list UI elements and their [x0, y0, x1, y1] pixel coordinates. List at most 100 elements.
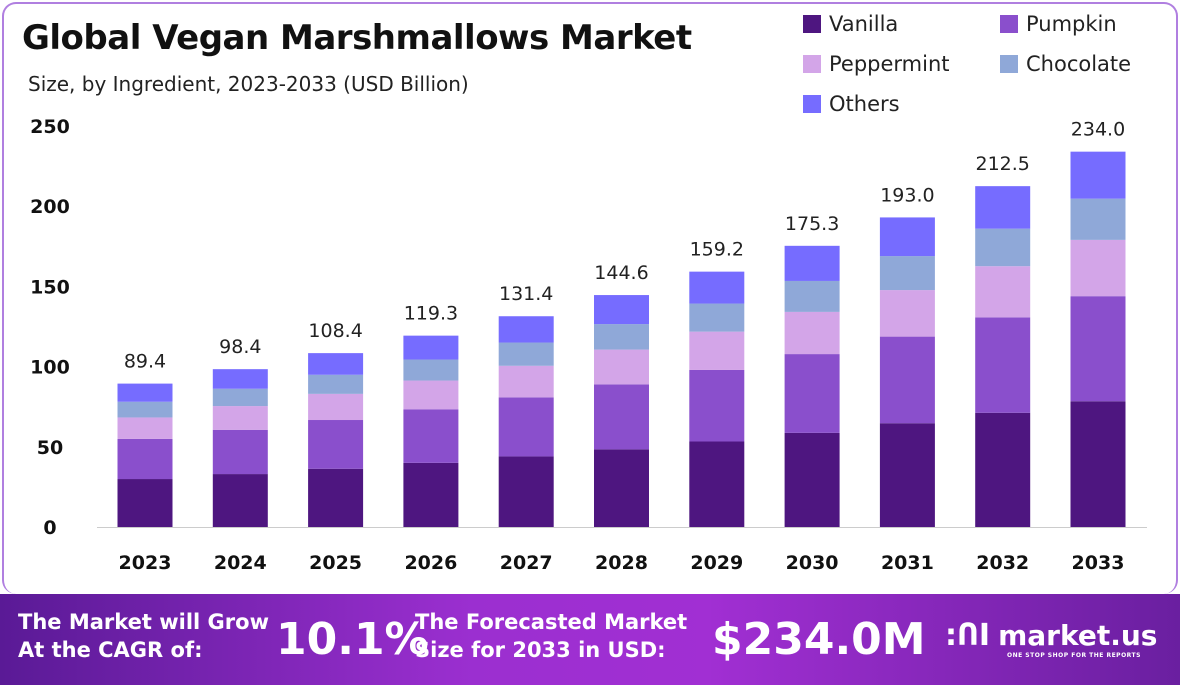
bar-segment-chocolate-2033 — [1070, 198, 1126, 240]
chart-frame — [2, 2, 1178, 594]
legend-swatch — [803, 55, 821, 73]
data-label-total: 131.4 — [499, 283, 553, 305]
bar-segment-pumpkin-2026 — [403, 409, 459, 463]
data-label-total: 119.3 — [404, 303, 458, 325]
y-tick-label: 50 — [37, 437, 63, 459]
x-tick-label: 2024 — [214, 552, 267, 574]
x-tick-label: 2028 — [595, 552, 648, 574]
x-tick-label: 2025 — [309, 552, 362, 574]
data-label-total: 234.0 — [1071, 119, 1125, 141]
bar-segment-peppermint-2026 — [403, 380, 459, 410]
bar-segment-vanilla-2032 — [975, 412, 1031, 527]
bar-segment-peppermint-2025 — [308, 393, 364, 421]
bar-segment-others-2033 — [1070, 151, 1126, 199]
cagr-label-line2: At the CAGR of: — [18, 638, 203, 662]
data-label-total: 108.4 — [308, 320, 362, 342]
legend-label: Others — [829, 92, 900, 116]
bar-segment-others-2027 — [498, 316, 554, 343]
bar-segment-others-2032 — [975, 186, 1031, 229]
bar-segment-vanilla-2029 — [689, 441, 745, 527]
bar-segment-chocolate-2026 — [403, 359, 459, 381]
data-label-total: 193.0 — [880, 184, 934, 206]
x-tick-label: 2029 — [690, 552, 743, 574]
chart-plot: 0 50 100 150 200 250 89.4 2023 98.4 2024 108.4 2025… — [30, 116, 1147, 574]
bar-segment-vanilla-2025 — [308, 468, 364, 527]
bar-segment-others-2028 — [594, 295, 649, 325]
x-tick-label: 2027 — [500, 552, 553, 574]
y-tick-label: 0 — [43, 517, 56, 539]
cagr-label: The Market will Grow At the CAGR of: — [18, 608, 269, 664]
data-label-total: 212.5 — [975, 153, 1029, 175]
bar-segment-chocolate-2025 — [308, 374, 364, 394]
legend-item-vanilla: Vanilla — [803, 12, 898, 36]
data-label-total: 98.4 — [219, 336, 261, 358]
bar-segment-vanilla-2028 — [594, 449, 649, 527]
legend-swatch — [803, 95, 821, 113]
bar-segment-vanilla-2027 — [498, 456, 554, 527]
bar-segment-peppermint-2031 — [879, 290, 935, 337]
bar-segment-pumpkin-2028 — [594, 384, 649, 450]
x-tick-label: 2031 — [881, 552, 934, 574]
bar-segment-peppermint-2029 — [689, 331, 745, 370]
brand-tagline: ONE STOP SHOP FOR THE REPORTS — [1007, 652, 1141, 659]
cagr-value: 10.1% — [276, 614, 429, 665]
legend-swatch — [1000, 55, 1018, 73]
bar-segment-chocolate-2030 — [784, 280, 840, 312]
legend-label: Pumpkin — [1026, 12, 1117, 36]
data-label-total: 175.3 — [785, 213, 839, 235]
x-tick-label: 2033 — [1072, 552, 1125, 574]
bar-segment-others-2026 — [403, 335, 459, 360]
bar-segment-peppermint-2024 — [212, 406, 268, 430]
bar-segment-chocolate-2029 — [689, 303, 745, 332]
footer-banner: The Market will Grow At the CAGR of: 10.… — [0, 594, 1180, 685]
bar-segment-others-2030 — [784, 245, 840, 281]
bar-segment-others-2025 — [308, 353, 364, 375]
brand-logo: :ՈI market.us ONE STOP SHOP FOR THE REPO… — [945, 618, 1157, 659]
bar-segment-chocolate-2027 — [498, 342, 554, 366]
bar-segment-chocolate-2024 — [212, 388, 268, 407]
legend-item-others: Others — [803, 92, 900, 116]
data-label-total: 89.4 — [124, 351, 166, 373]
bar-segment-vanilla-2026 — [403, 462, 459, 527]
y-tick-label: 100 — [30, 357, 70, 379]
bar-segment-chocolate-2028 — [594, 324, 649, 350]
x-tick-label: 2030 — [786, 552, 839, 574]
bar-segment-peppermint-2033 — [1070, 239, 1126, 297]
legend-label: Peppermint — [829, 52, 950, 76]
bar-segment-vanilla-2030 — [784, 432, 840, 527]
legend-label: Vanilla — [829, 12, 899, 36]
x-tick-label: 2026 — [404, 552, 457, 574]
bar-segment-chocolate-2023 — [117, 401, 173, 418]
bar-segment-vanilla-2023 — [117, 479, 173, 527]
bar-segment-others-2031 — [879, 217, 935, 257]
bar-segment-pumpkin-2023 — [117, 438, 173, 480]
bar-segment-peppermint-2030 — [784, 311, 840, 355]
bar-segment-peppermint-2028 — [594, 349, 649, 385]
legend-swatch — [803, 15, 821, 33]
bar-segment-vanilla-2031 — [879, 423, 935, 527]
forecast-label: The Forecasted Market Size for 2033 in U… — [415, 608, 687, 664]
data-label-total: 159.2 — [690, 239, 744, 261]
bar-segment-pumpkin-2031 — [879, 336, 935, 424]
y-tick-label: 150 — [30, 276, 70, 298]
bar-segment-pumpkin-2033 — [1070, 296, 1126, 402]
x-tick-label: 2032 — [976, 552, 1029, 574]
market-us-logo-icon: :ՈI — [945, 618, 991, 653]
x-tick-label: 2023 — [119, 552, 172, 574]
forecast-label-line1: The Forecasted Market — [415, 610, 688, 634]
bar-segment-pumpkin-2029 — [689, 369, 745, 442]
bar-segment-pumpkin-2030 — [784, 354, 840, 433]
cagr-label-line1: The Market will Grow — [18, 610, 269, 634]
bar-segment-pumpkin-2025 — [308, 420, 364, 469]
bar-segment-others-2029 — [689, 271, 745, 304]
forecast-label-line2: Size for 2033 in USD: — [415, 638, 666, 662]
bar-segment-chocolate-2031 — [879, 256, 935, 291]
bar-segment-others-2024 — [212, 369, 268, 389]
data-label-total: 144.6 — [594, 262, 648, 284]
bar-segment-vanilla-2024 — [212, 474, 268, 527]
legend-item-chocolate: Chocolate — [1000, 52, 1131, 76]
y-tick-label: 250 — [30, 116, 70, 138]
bar-segment-pumpkin-2027 — [498, 397, 554, 457]
y-tick-label: 200 — [30, 196, 70, 218]
legend-item-pumpkin: Pumpkin — [1000, 12, 1117, 36]
